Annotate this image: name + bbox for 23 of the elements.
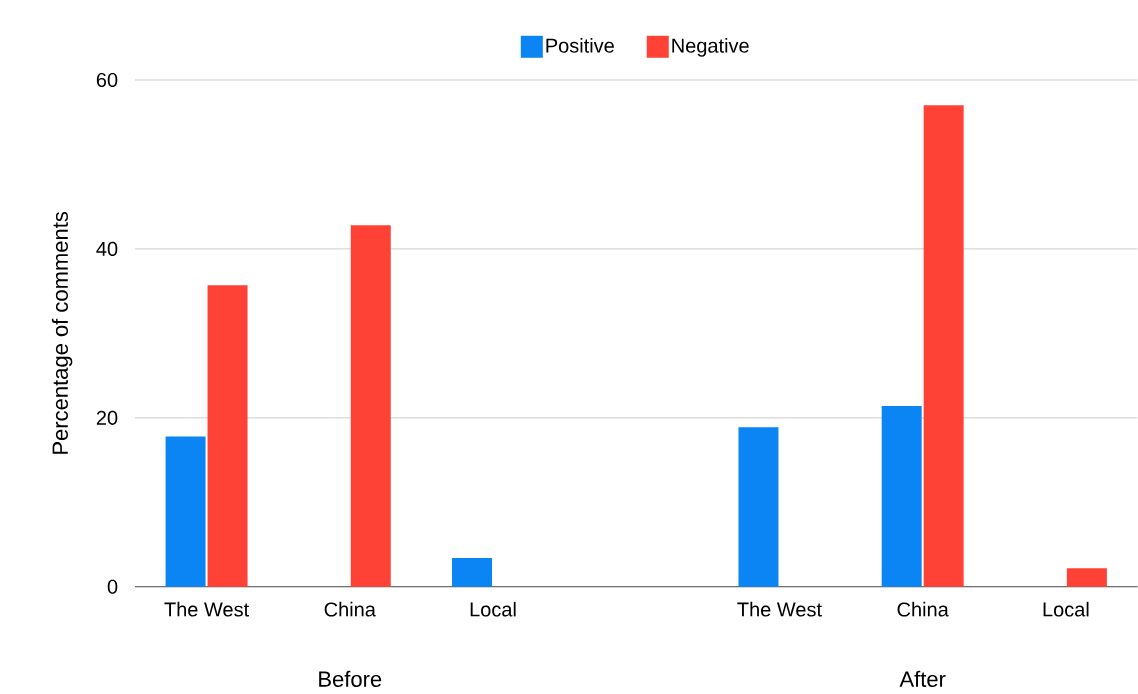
- x-tick-label: The West: [164, 602, 249, 617]
- text: Before: [319, 671, 382, 688]
- legend-label: Negative: [672, 38, 749, 57]
- legend-label: Positive: [546, 38, 614, 53]
- bar: [207, 285, 248, 587]
- y-axis-title: Percentage of comments: [51, 212, 73, 454]
- y-tick-label: 40: [96, 242, 118, 257]
- bar: [1066, 568, 1107, 587]
- bar: [738, 427, 779, 587]
- x-tick-label: Local: [1043, 602, 1089, 617]
- x-tick-label: China: [324, 602, 376, 617]
- x-tick-label: China: [897, 602, 949, 617]
- bar: [923, 105, 964, 587]
- bar: [452, 558, 493, 587]
- text: After: [899, 671, 946, 688]
- x-tick-label: Local: [470, 602, 516, 617]
- y-tick-label: 20: [96, 410, 118, 426]
- bar: [881, 406, 922, 587]
- y-tick-label: 0: [107, 579, 118, 595]
- x-tick-label: The West: [737, 602, 822, 617]
- bar: [350, 225, 391, 587]
- y-tick-label: 60: [96, 73, 118, 88]
- bar: [165, 436, 206, 587]
